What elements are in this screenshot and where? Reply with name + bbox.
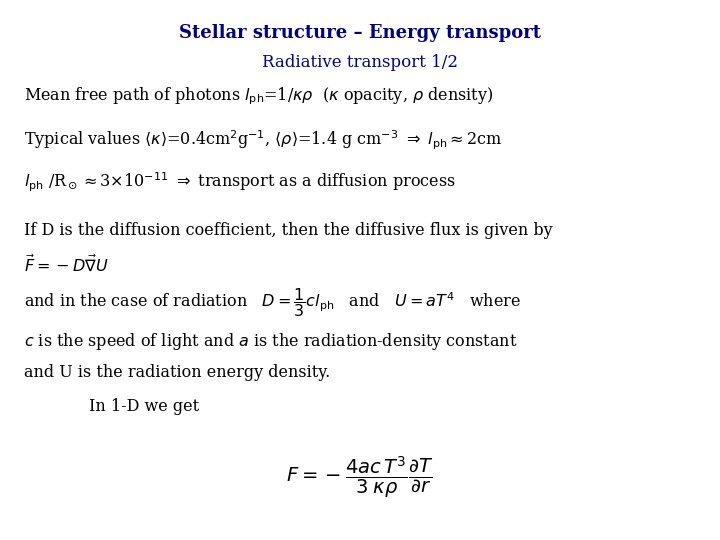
Text: Mean free path of photons $l_{\rm ph}$=1/$\kappa\rho$  ($\kappa$ opacity, $\rho$: Mean free path of photons $l_{\rm ph}$=1… [24,86,493,107]
Text: In 1-D we get: In 1-D we get [89,399,199,415]
Text: $\vec{F} = -D\vec{\nabla}U$: $\vec{F} = -D\vec{\nabla}U$ [24,254,109,274]
Text: Typical values $\langle\kappa\rangle$=0.4cm$^2$g$^{-1}$, $\langle\rho\rangle$=1.: Typical values $\langle\kappa\rangle$=0.… [24,129,503,152]
Text: and in the case of radiation   $D = \dfrac{1}{3}cl_{\rm ph}$   and   $U = aT^4$ : and in the case of radiation $D = \dfrac… [24,286,521,319]
Text: If D is the diffusion coefficient, then the diffusive flux is given by: If D is the diffusion coefficient, then … [24,222,553,239]
Text: $l_{\rm ph}$ /R$_\odot$$\approx$3$\times$10$^{-11}$ $\Rightarrow$ transport as a: $l_{\rm ph}$ /R$_\odot$$\approx$3$\times… [24,171,456,194]
Text: $c$ is the speed of light and $a$ is the radiation-density constant: $c$ is the speed of light and $a$ is the… [24,332,518,353]
Text: Stellar structure – Energy transport: Stellar structure – Energy transport [179,24,541,42]
Text: and U is the radiation energy density.: and U is the radiation energy density. [24,363,330,381]
Text: Radiative transport 1/2: Radiative transport 1/2 [262,53,458,71]
Text: $F = -\dfrac{4ac\, T^3}{3\; \kappa\rho}\dfrac{\partial T}{\partial r}$: $F = -\dfrac{4ac\, T^3}{3\; \kappa\rho}\… [287,454,433,501]
